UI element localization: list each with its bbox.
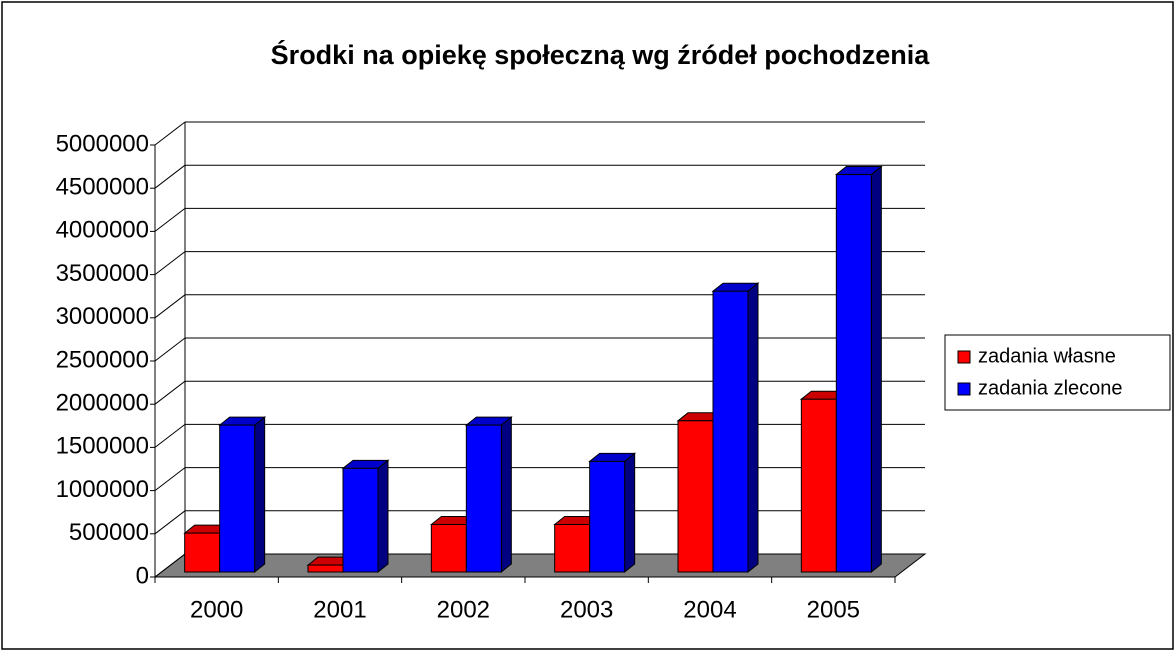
y-tick-label: 0 — [136, 562, 149, 589]
bar — [307, 564, 344, 573]
grid-line — [154, 164, 186, 189]
x-tick-label: 2003 — [560, 596, 613, 623]
y-tick-label: 1500000 — [56, 433, 149, 460]
y-tick-label: 3000000 — [56, 303, 149, 330]
bar — [554, 523, 591, 573]
y-tick-label: 4000000 — [56, 217, 149, 244]
y-tick-label: 4500000 — [56, 174, 149, 201]
bar-side — [500, 416, 512, 574]
bar-side — [624, 452, 636, 574]
x-tick-label: 2000 — [190, 596, 243, 623]
grid-line — [154, 380, 186, 405]
bar — [712, 290, 749, 573]
x-tick-label: 2001 — [313, 596, 366, 623]
x-tick-label: 2005 — [807, 596, 860, 623]
bar — [184, 532, 221, 573]
grid-line — [154, 208, 186, 232]
grid-line — [154, 553, 186, 578]
chart-title: Środki na opiekę społeczną wg źródeł poc… — [271, 39, 931, 70]
legend-swatch — [957, 350, 971, 364]
bar — [219, 424, 256, 573]
y-tick-label: 3500000 — [56, 260, 149, 287]
legend-box — [944, 334, 1171, 411]
bar — [677, 420, 714, 573]
y-tick-label: 5000000 — [56, 130, 149, 157]
grid-line — [154, 121, 186, 146]
grid-line — [154, 294, 186, 319]
bar — [800, 398, 837, 573]
legend-swatch — [957, 382, 971, 396]
y-tick-label: 2000000 — [56, 390, 149, 417]
y-tick-label: 1000000 — [56, 476, 149, 503]
grid-line — [154, 467, 186, 491]
grid-line — [154, 510, 186, 535]
bar-side — [870, 165, 882, 574]
x-tick-label: 2004 — [683, 596, 736, 623]
grid-line — [154, 424, 186, 448]
x-tick-label: 2002 — [437, 596, 490, 623]
bar — [835, 174, 872, 573]
bar-side — [377, 459, 389, 574]
bar — [465, 424, 502, 573]
bar — [589, 460, 626, 573]
bar-side — [254, 416, 266, 574]
grid-line — [154, 251, 186, 275]
bar — [430, 523, 467, 573]
y-tick-label: 500000 — [69, 519, 149, 546]
legend-label: zadania własne — [978, 345, 1116, 367]
y-tick-label: 2500000 — [56, 346, 149, 373]
bar-side — [747, 282, 759, 574]
legend-label: zadania zlecone — [978, 377, 1123, 399]
bar — [342, 467, 379, 573]
grid-line — [154, 337, 186, 362]
